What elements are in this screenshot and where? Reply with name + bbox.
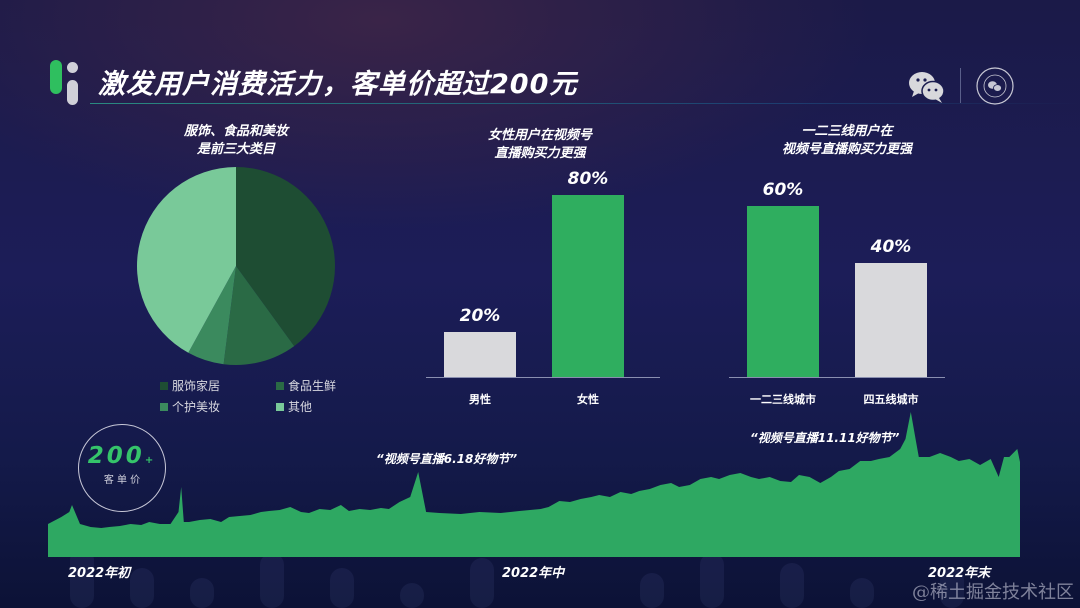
legend-label: 个护美妆 (172, 400, 221, 414)
pie-slice-0 (236, 167, 335, 347)
pie-slice-3 (137, 167, 236, 353)
x-label-end: 2022年末 (928, 566, 991, 581)
x-label-mid: 2022年中 (502, 566, 565, 581)
bar-category-label: 男性 (469, 393, 491, 406)
price-trend-area-chart (48, 412, 1020, 557)
pie-slice-2 (188, 266, 236, 365)
brand-logo-dot (67, 62, 78, 73)
bar-1 (855, 262, 927, 377)
price-badge-value-row: 200+ (79, 443, 165, 469)
gender-bar-chart: 20% 男性 80% 女性 (426, 169, 660, 406)
legend-item: 食品生鲜 (276, 377, 376, 394)
legend-swatch (160, 381, 168, 390)
legend-item: 个护美妆 (160, 398, 276, 415)
price-badge: 200+ 客 单 价 (78, 424, 166, 512)
category-pie-chart (137, 167, 335, 365)
legend-label: 其他 (288, 400, 313, 414)
price-badge-value: 200 (87, 443, 145, 469)
brand-logo-bar (50, 60, 62, 94)
bar-value-label: 80% (567, 169, 609, 190)
x-label-start: 2022年初 (68, 566, 131, 581)
annotation-1111: “视频号直播11.11好物节” (750, 431, 900, 445)
header-divider (960, 68, 961, 103)
gender-subtitle-line1: 女性用户在视频号 (487, 128, 592, 143)
bar-value-label: 60% (762, 179, 804, 200)
legend-swatch (160, 402, 168, 411)
legend-swatch (276, 402, 284, 411)
bar-category-label: 一二三线城市 (750, 393, 816, 406)
channels-seal-logo (975, 66, 1015, 110)
legend-item: 其他 (276, 398, 376, 415)
city-subtitle-line1: 一二三线用户在 (801, 124, 893, 139)
legend-label: 食品生鲜 (288, 379, 337, 393)
page-title: 激发用户消费活力，客单价超过200元 (98, 69, 578, 100)
pie-slice-1 (223, 266, 295, 365)
bar-0 (444, 331, 516, 377)
pie-legend: 服饰家居 食品生鲜个护美妆 其他 (160, 377, 376, 415)
bar-value-label: 20% (459, 305, 501, 326)
pie-subtitle: 服饰、食品和美妆 是前三大类目 (136, 123, 336, 159)
gender-subtitle-line2: 直播购买力更强 (494, 146, 586, 161)
city-subtitle-line2: 视频号直播购买力更强 (781, 142, 912, 157)
city-bar-chart: 60% 一二三线城市 40% 四五线城市 (729, 177, 945, 406)
bar-baseline (729, 377, 945, 378)
legend-swatch (276, 381, 284, 390)
legend-item: 服饰家居 (160, 377, 276, 394)
city-subtitle: 一二三线用户在 视频号直播购买力更强 (747, 123, 947, 159)
area-series (48, 412, 1020, 557)
price-badge-label: 客 单 价 (103, 475, 141, 486)
legend-label: 服饰家居 (172, 379, 221, 393)
bar-category-label: 四五线城市 (863, 393, 919, 406)
bar-baseline (426, 377, 660, 378)
bar-value-label: 40% (870, 236, 912, 257)
brand-logo-bar-gray (67, 80, 78, 105)
annotation-618: “视频号直播6.18好物节” (376, 452, 518, 466)
bar-category-label: 女性 (577, 393, 599, 406)
bar-1 (552, 195, 624, 377)
watermark: @稀土掘金技术社区 (912, 582, 1074, 603)
pie-subtitle-line1: 服饰、食品和美妆 (183, 124, 288, 139)
gender-subtitle: 女性用户在视频号 直播购买力更强 (440, 127, 640, 163)
bar-0 (747, 205, 819, 377)
wechat-icon (908, 70, 946, 108)
title-divider (90, 103, 1080, 104)
pie-subtitle-line2: 是前三大类目 (196, 142, 275, 157)
price-badge-unit: + (144, 455, 157, 466)
